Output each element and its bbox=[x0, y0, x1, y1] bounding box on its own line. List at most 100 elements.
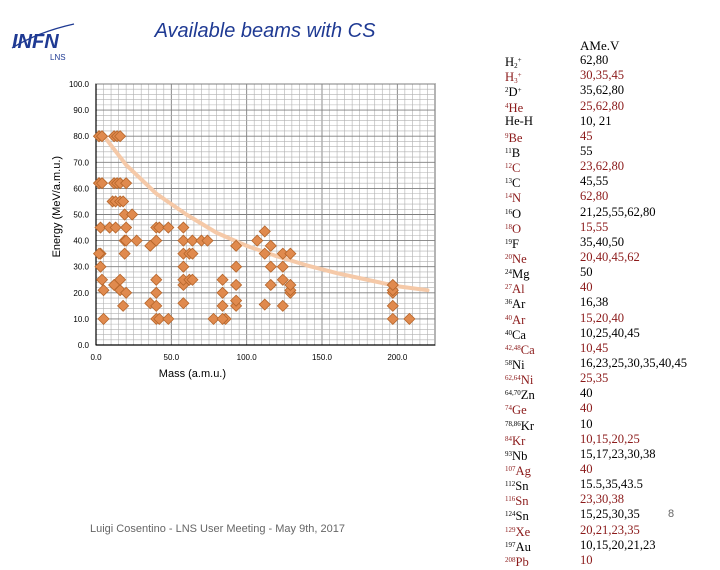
y-axis-title: Energy (MeV/a.m.u.) bbox=[51, 156, 63, 257]
data-point bbox=[120, 234, 133, 247]
ion-label: 13C bbox=[505, 174, 580, 190]
beam-table: AMe.V H2+ 62,80 H3+ 30,35,45 2D+ 35,62,80 4He 2… bbox=[505, 38, 715, 569]
y-tick-label: 70.0 bbox=[73, 158, 89, 167]
mass-number: 116 bbox=[505, 495, 516, 504]
energy-values: 45,55 bbox=[580, 174, 609, 189]
data-point bbox=[114, 130, 127, 143]
table-row: 84Kr 10,15,20,25 bbox=[505, 432, 715, 448]
ion-label: 27Al bbox=[505, 280, 580, 296]
mass-number: 12 bbox=[505, 162, 512, 171]
ion-label: 64,70Zn bbox=[505, 386, 580, 403]
ion-label: 62,64Ni bbox=[505, 371, 580, 388]
data-point bbox=[207, 312, 220, 325]
ion-label: 12C bbox=[505, 159, 580, 175]
chart-axes bbox=[95, 84, 435, 346]
mass-number: 14 bbox=[505, 192, 512, 201]
element-symbol: Ar bbox=[512, 297, 526, 312]
charge-state: + bbox=[517, 86, 522, 95]
data-point bbox=[92, 247, 106, 260]
ion-label: He-H bbox=[505, 114, 580, 129]
data-point bbox=[162, 312, 175, 325]
data-point bbox=[230, 260, 243, 273]
subscript: 2 bbox=[514, 62, 518, 71]
data-point bbox=[186, 234, 199, 247]
data-point bbox=[150, 286, 163, 299]
ion-label: 107Ag bbox=[505, 462, 580, 478]
slide-title: Available beams with CS bbox=[154, 20, 376, 42]
energy-values: 21,25,55,62,80 bbox=[580, 204, 656, 219]
table-row: 112Sn 15.5,35,43.5 bbox=[505, 477, 715, 493]
energy-values: 15,55 bbox=[580, 219, 609, 234]
element-symbol: Nb bbox=[512, 448, 528, 463]
element-symbol: Kr bbox=[512, 433, 526, 448]
energy-values: 15,17,23,30,38 bbox=[580, 446, 656, 461]
energy-values: 50 bbox=[580, 265, 593, 280]
data-point bbox=[264, 278, 277, 292]
table-row: H2+ 62,80 bbox=[505, 53, 715, 71]
element-symbol: Au bbox=[515, 539, 531, 554]
element-symbol: Zn bbox=[520, 388, 535, 403]
element-symbol: F bbox=[512, 236, 520, 251]
table-row: 58Ni 16,23,25,30,35,40,45 bbox=[505, 356, 715, 372]
y-tick-label: 100.0 bbox=[69, 80, 90, 89]
data-point bbox=[117, 195, 130, 208]
data-point bbox=[177, 260, 190, 273]
table-row: 20Ne 20,40,45,62 bbox=[505, 250, 715, 266]
element-symbol: Ca bbox=[512, 327, 526, 342]
subscript: 3 bbox=[514, 77, 518, 86]
energy-values: 10 bbox=[580, 416, 593, 431]
data-point bbox=[95, 273, 109, 286]
data-point bbox=[177, 234, 190, 247]
table-row: 9Be 45 bbox=[505, 129, 715, 145]
data-point bbox=[114, 273, 127, 286]
data-point bbox=[150, 234, 163, 247]
energy-values: 20,21,23,35 bbox=[580, 522, 640, 537]
element-symbol: Ni bbox=[520, 373, 534, 388]
data-point bbox=[94, 260, 107, 273]
table-row: 116Sn 23,30,38 bbox=[505, 492, 715, 508]
data-point bbox=[216, 286, 229, 299]
table-row: 27Al 40 bbox=[505, 280, 715, 296]
ion-label: 14N bbox=[505, 189, 580, 206]
x-tick-label: 200.0 bbox=[387, 353, 408, 362]
data-point bbox=[109, 221, 122, 234]
element-symbol: H bbox=[505, 70, 515, 85]
energy-values: 40 bbox=[580, 280, 593, 295]
ion-label: 40Ca bbox=[505, 326, 580, 342]
data-point bbox=[264, 239, 277, 252]
mass-number: 11 bbox=[505, 146, 512, 155]
energy-values: 10, 21 bbox=[580, 113, 612, 128]
charge-state: + bbox=[517, 56, 522, 65]
data-point bbox=[186, 273, 199, 286]
mass-number: 124 bbox=[505, 510, 516, 519]
element-symbol: D bbox=[508, 85, 518, 100]
element-symbol: Ar bbox=[512, 312, 526, 327]
axis-labels: 0.0 10.0 20.0 30.0 40.0 50.0 60.0 70.0 80.0 90.0 1… bbox=[51, 80, 408, 380]
data-point bbox=[216, 312, 229, 325]
energy-values: 25,35 bbox=[580, 371, 609, 386]
energy-header: AMe.V bbox=[580, 38, 620, 53]
element-symbol: He-H bbox=[505, 113, 533, 128]
table-row: 4He 25,62,80 bbox=[505, 99, 715, 115]
y-tick-label: 30.0 bbox=[73, 263, 89, 272]
y-tick-label: 10.0 bbox=[73, 315, 89, 324]
energy-values: 15,25,30,35 bbox=[580, 507, 640, 522]
energy-values: 10 bbox=[580, 552, 593, 567]
mass-number: 84 bbox=[505, 434, 512, 443]
data-point bbox=[251, 234, 264, 247]
ion-label: 116Sn bbox=[505, 492, 580, 508]
element-symbol: O bbox=[512, 221, 522, 236]
data-point bbox=[97, 312, 110, 325]
y-tick-label: 0.0 bbox=[78, 341, 90, 350]
page-number: 8 bbox=[668, 508, 675, 520]
x-axis-title: Mass (a.m.u.) bbox=[159, 368, 226, 380]
data-point bbox=[284, 247, 297, 260]
table-row: 12C 23,62,80 bbox=[505, 159, 715, 175]
element-symbol: B bbox=[511, 145, 521, 160]
mass-number: 58 bbox=[505, 358, 512, 367]
ion-label: H2+ bbox=[505, 53, 580, 71]
mass-number: 42,48 bbox=[505, 343, 521, 352]
data-point bbox=[120, 177, 133, 190]
table-row: 16O 21,25,55,62,80 bbox=[505, 204, 715, 221]
element-symbol: N bbox=[512, 191, 522, 206]
